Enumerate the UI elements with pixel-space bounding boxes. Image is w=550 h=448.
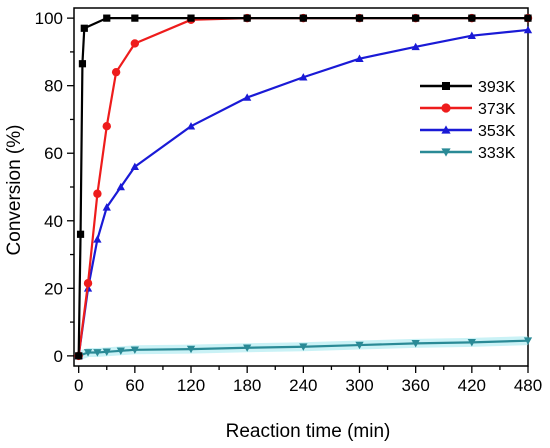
x-tick-label: 300 bbox=[345, 376, 373, 395]
data-point bbox=[102, 348, 111, 356]
data-point bbox=[83, 349, 93, 357]
data-point bbox=[130, 39, 140, 48]
data-point bbox=[186, 122, 196, 130]
y-tick-label: 40 bbox=[44, 212, 63, 231]
data-point bbox=[76, 230, 85, 238]
data-point bbox=[116, 182, 125, 191]
data-point bbox=[111, 67, 121, 77]
y-tick-label: 20 bbox=[44, 279, 63, 298]
x-tick-label: 420 bbox=[458, 376, 486, 395]
y-tick-label: 0 bbox=[54, 347, 63, 366]
data-point bbox=[523, 25, 533, 34]
data-point bbox=[80, 24, 88, 32]
data-point bbox=[93, 189, 102, 198]
plot-area bbox=[73, 7, 533, 367]
data-point bbox=[243, 93, 252, 101]
data-point bbox=[130, 346, 139, 354]
data-point bbox=[186, 345, 196, 354]
data-point bbox=[116, 347, 125, 355]
data-point bbox=[299, 14, 307, 22]
x-tick-label: 360 bbox=[401, 376, 429, 395]
data-point bbox=[75, 352, 83, 360]
data-point bbox=[102, 203, 111, 211]
legend-item: 393K bbox=[420, 79, 516, 96]
plot-frame bbox=[73, 7, 529, 367]
data-point bbox=[467, 31, 476, 40]
data-point bbox=[93, 349, 102, 357]
legend-marker bbox=[441, 103, 451, 113]
data-point bbox=[355, 54, 364, 62]
legend-marker bbox=[442, 82, 450, 90]
data-point bbox=[355, 14, 364, 22]
y-axis-title: Conversion (%) bbox=[4, 125, 25, 256]
legend-marker bbox=[441, 125, 451, 134]
x-tick-label: 60 bbox=[125, 376, 144, 395]
data-point bbox=[468, 14, 476, 22]
legend: 393K 373K 353K 333K bbox=[420, 79, 516, 162]
data-point bbox=[411, 340, 420, 348]
series-line bbox=[77, 17, 528, 357]
legend-item: 373K bbox=[420, 101, 516, 118]
series-333K bbox=[74, 336, 533, 361]
legend-label: 393K bbox=[478, 79, 516, 96]
data-point bbox=[299, 73, 308, 81]
data-point bbox=[243, 344, 252, 352]
data-point bbox=[411, 42, 420, 51]
y-tick-label: 100 bbox=[35, 9, 63, 28]
data-point bbox=[103, 14, 111, 22]
data-point bbox=[83, 279, 93, 288]
series-393K bbox=[75, 14, 532, 360]
series-373K bbox=[74, 13, 533, 361]
legend-item: 353K bbox=[420, 123, 516, 140]
x-tick-label: 120 bbox=[177, 376, 205, 395]
legend-label: 353K bbox=[478, 123, 516, 140]
data-point bbox=[93, 235, 102, 243]
legend-item: 333K bbox=[420, 145, 516, 162]
data-point bbox=[130, 162, 139, 171]
x-tick-label: 240 bbox=[289, 376, 317, 395]
x-tick-label: 0 bbox=[74, 376, 83, 395]
legend-label: 373K bbox=[478, 101, 516, 118]
data-point bbox=[102, 122, 111, 131]
data-point bbox=[131, 14, 139, 22]
data-point bbox=[412, 14, 420, 22]
y-tick-label: 80 bbox=[44, 77, 63, 96]
data-point bbox=[78, 60, 87, 68]
x-axis-title: Reaction time (min) bbox=[226, 421, 391, 442]
data-point bbox=[299, 343, 308, 351]
x-tick-label: 480 bbox=[514, 376, 542, 395]
data-point bbox=[524, 14, 532, 22]
data-point bbox=[523, 337, 533, 345]
data-point bbox=[355, 341, 364, 350]
data-point bbox=[187, 14, 195, 22]
data-point bbox=[467, 339, 476, 347]
series-353K bbox=[74, 25, 533, 360]
y-tick-label: 60 bbox=[44, 144, 63, 163]
legend-marker bbox=[441, 148, 451, 157]
data-point bbox=[243, 14, 251, 22]
y-axis: 0 20 40 60 80 100 bbox=[35, 9, 74, 366]
x-tick-label: 180 bbox=[233, 376, 261, 395]
legend-label: 333K bbox=[478, 145, 516, 162]
series-line bbox=[77, 17, 528, 356]
x-axis: 0 60 120 180 240 300 360 420 480 bbox=[74, 366, 542, 395]
